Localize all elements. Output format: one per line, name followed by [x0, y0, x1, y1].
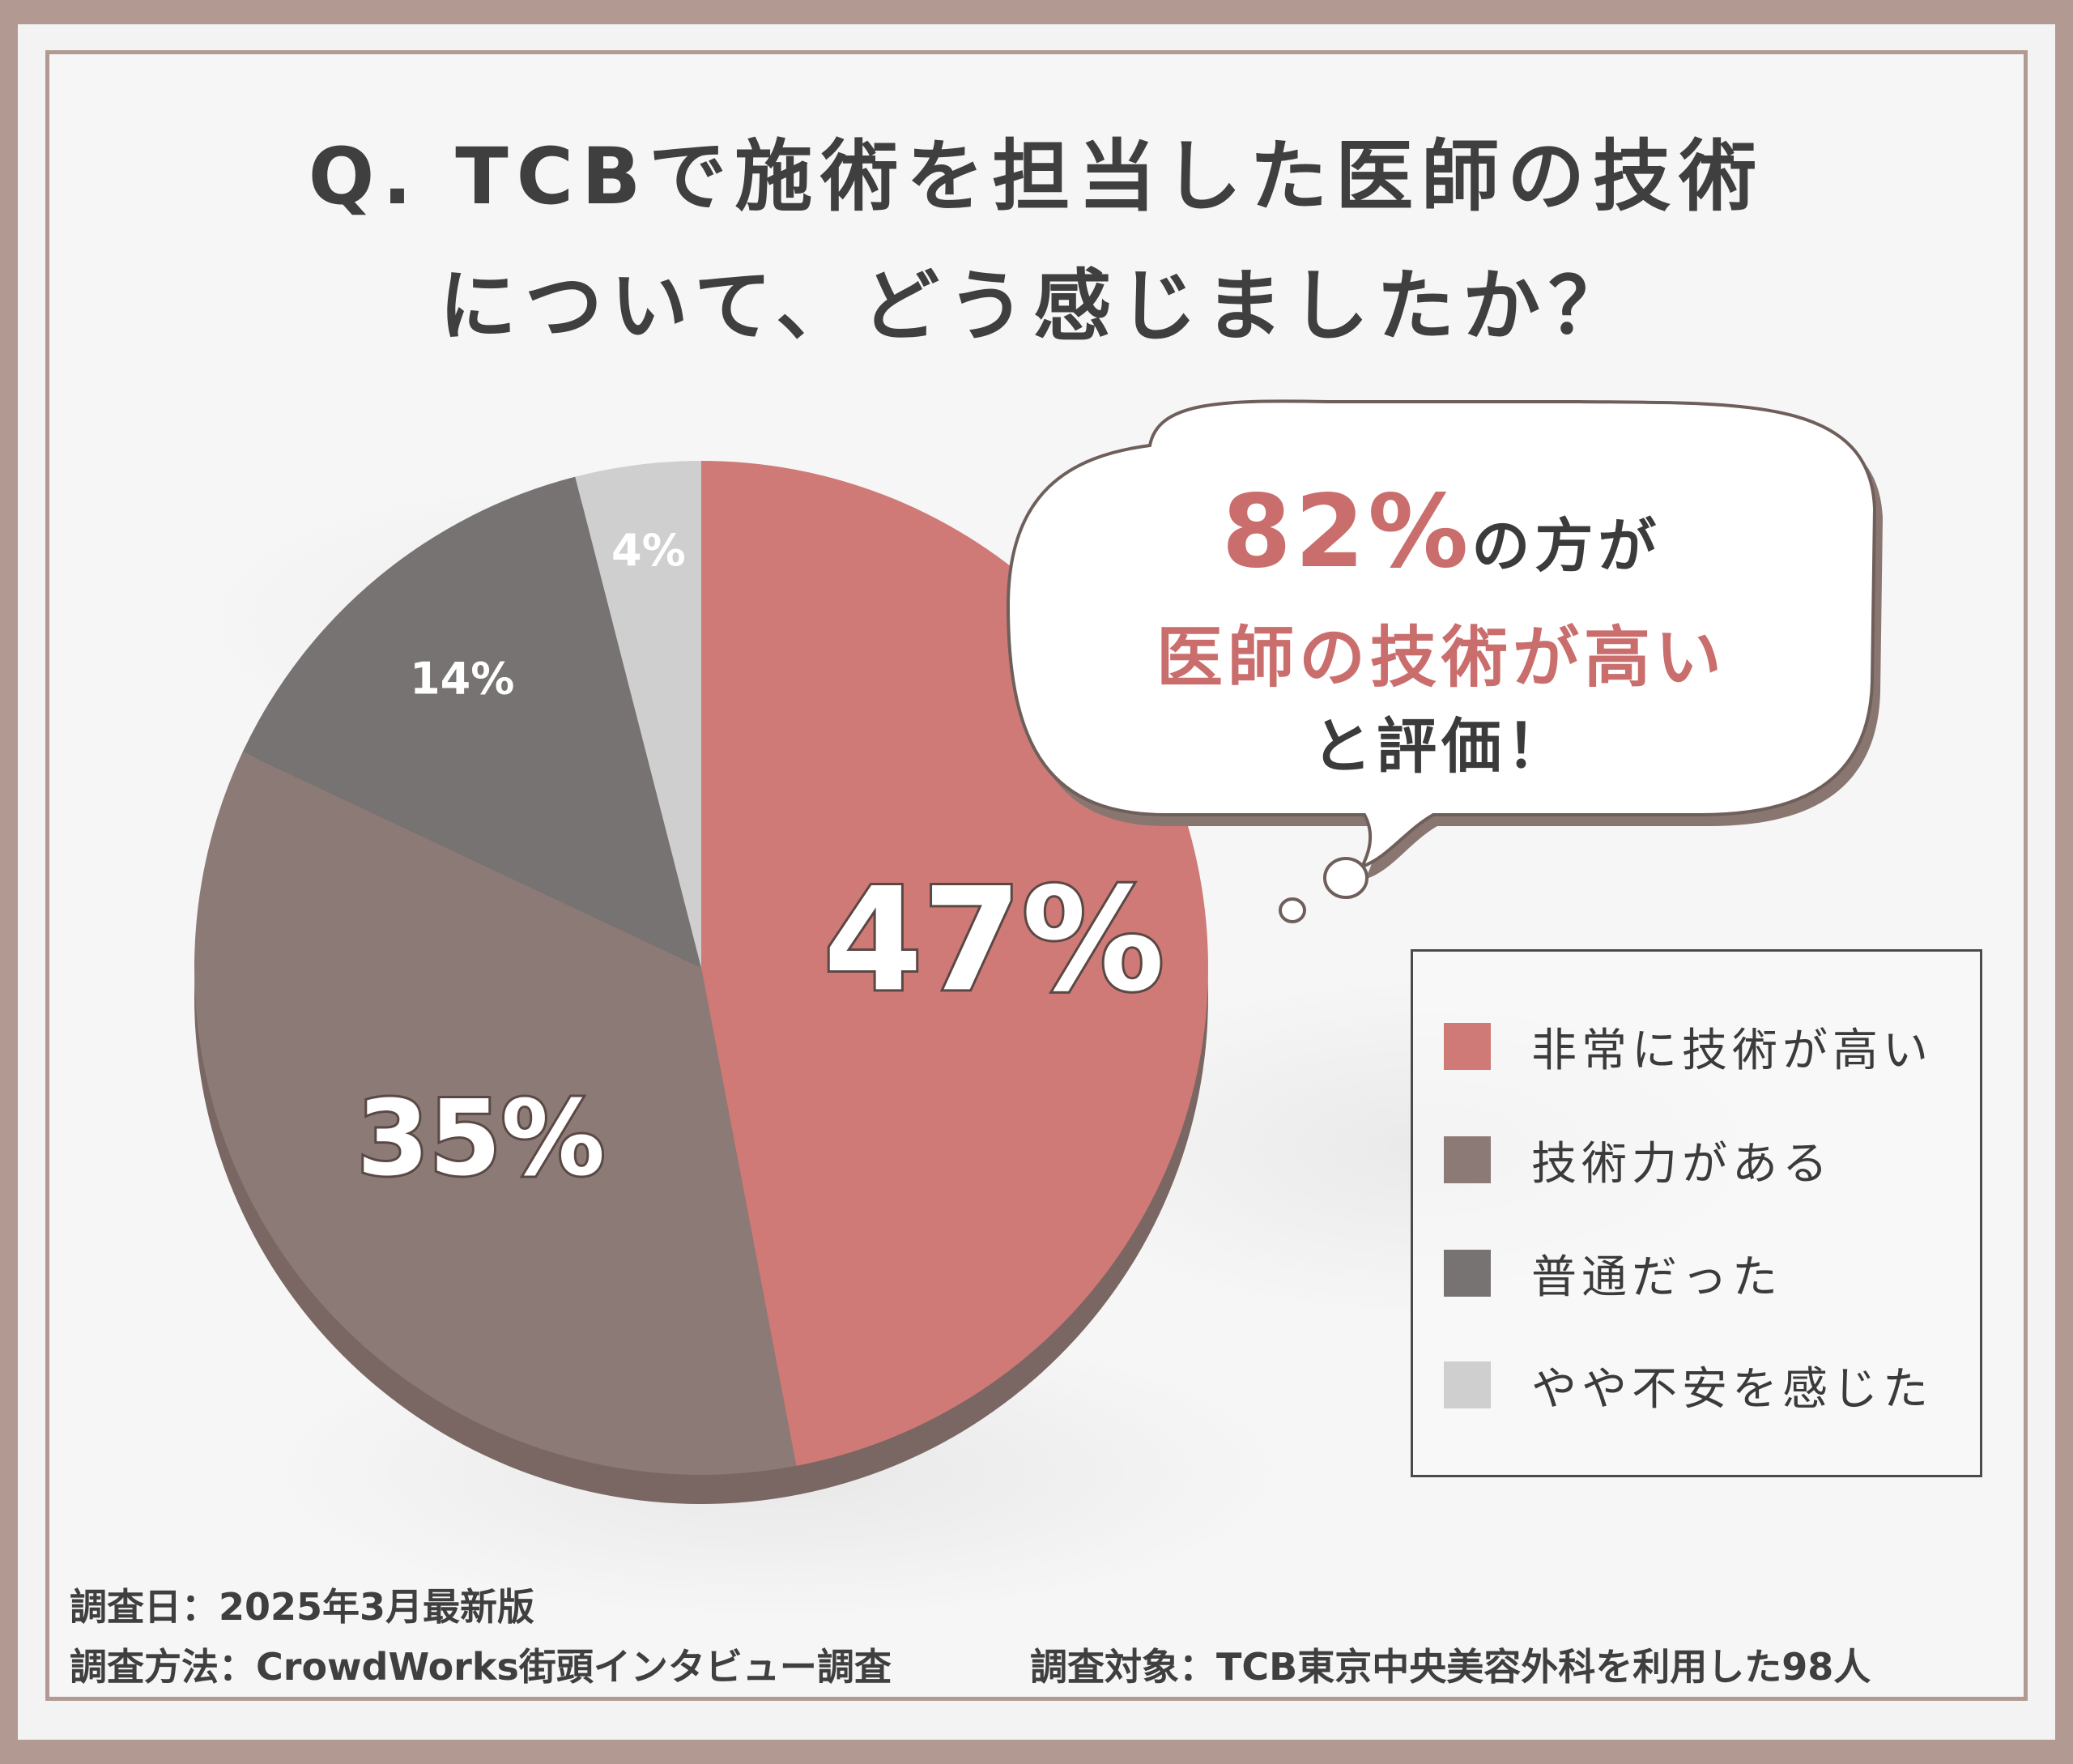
callout-line-1: 82%の方が	[1020, 474, 1862, 590]
legend-swatch	[1444, 1250, 1491, 1297]
pie-slice-label: 4%	[611, 525, 686, 576]
callout-line-1-suffix: の方が	[1471, 512, 1662, 580]
thought-bubble-large	[1323, 857, 1369, 899]
legend: 非常に技術が高い 技術力がある 普通だった やや不安を感じた	[1411, 949, 1982, 1477]
legend-item: やや不安を感じた	[1444, 1357, 1933, 1416]
pie-slice	[242, 476, 702, 968]
legend-item: 普通だった	[1444, 1245, 1782, 1304]
speech-bubble-body	[1006, 399, 1877, 870]
legend-label: 非常に技術が高い	[1531, 1024, 1933, 1077]
pie-slice-label: 35%	[357, 1079, 605, 1199]
legend-item: 非常に技術が高い	[1444, 1018, 1933, 1077]
legend-label: やや不安を感じた	[1531, 1362, 1933, 1416]
callout-line-3: と評価！	[1312, 712, 1571, 782]
thought-bubble-small	[1279, 897, 1306, 923]
footer-survey-method: 調査方法：CrowdWorks街頭インタビュー調査	[70, 1645, 892, 1689]
callout-line-2: 医師の技術が高い	[1156, 620, 1726, 697]
legend-item: 技術力がある	[1444, 1131, 1832, 1191]
pie-slice-label: 47%	[824, 857, 1164, 1023]
pie-slice	[575, 461, 701, 968]
footer-survey-target: 調査対象：TCB東京中央美容外科を利用した98人	[1030, 1645, 1871, 1689]
pie-slice	[194, 752, 797, 1475]
legend-label: 普通だった	[1531, 1251, 1782, 1304]
callout-highlight-value: 82%	[1221, 474, 1472, 590]
pie-slice-label: 14%	[410, 654, 514, 705]
title-line-2: について、どう感じましたか？	[438, 261, 1635, 352]
speech-bubble	[1006, 399, 1883, 923]
legend-swatch	[1444, 1361, 1491, 1408]
legend-swatch	[1444, 1023, 1491, 1070]
legend-swatch	[1444, 1136, 1491, 1183]
pie-labels: 47% 35% 14% 4%	[355, 525, 1167, 1202]
legend-label: 技術力がある	[1531, 1137, 1832, 1191]
title-line-1: Q. TCBで施術を担当した医師の技術	[308, 131, 1765, 222]
footer-survey-date: 調査日：2025年3月最新版	[70, 1585, 535, 1629]
